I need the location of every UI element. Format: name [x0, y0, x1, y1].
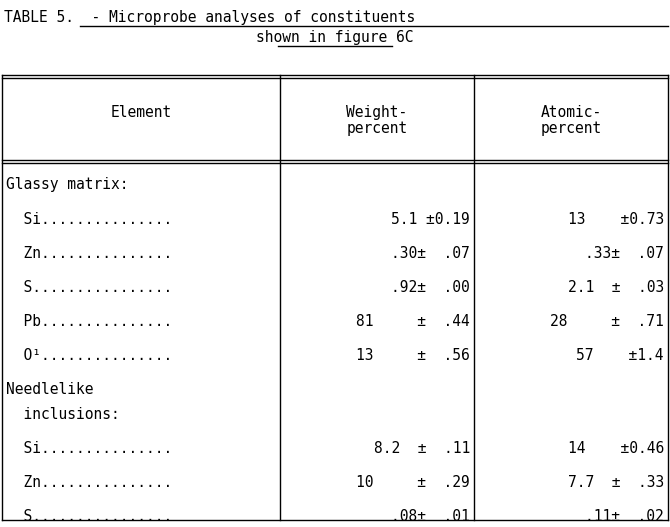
- Text: shown in figure 6C: shown in figure 6C: [256, 30, 414, 45]
- Text: 2.1  ±  .03: 2.1 ± .03: [567, 279, 664, 295]
- Text: TABLE 5.  - Microprobe analyses of constituents: TABLE 5. - Microprobe analyses of consti…: [4, 10, 415, 25]
- Text: .33±  .07: .33± .07: [550, 246, 664, 260]
- Text: .30±  .07: .30± .07: [356, 246, 470, 260]
- Text: S................: S................: [6, 509, 172, 524]
- Text: Zn...............: Zn...............: [6, 475, 172, 490]
- Text: Zn...............: Zn...............: [6, 246, 172, 260]
- Text: Element: Element: [111, 105, 172, 120]
- Text: Weight-: Weight-: [346, 105, 407, 120]
- Text: Needlelike: Needlelike: [6, 382, 94, 396]
- Text: .08±  .01: .08± .01: [356, 509, 470, 524]
- Text: S................: S................: [6, 279, 172, 295]
- Text: Pb...............: Pb...............: [6, 314, 172, 328]
- Text: Glassy matrix:: Glassy matrix:: [6, 178, 129, 192]
- Text: 81     ±  .44: 81 ± .44: [356, 314, 470, 328]
- Text: 57    ±1.4: 57 ±1.4: [576, 347, 664, 363]
- Text: 13     ±  .56: 13 ± .56: [356, 347, 470, 363]
- Text: 5.1 ±0.19: 5.1 ±0.19: [391, 211, 470, 227]
- Text: 7.7  ±  .33: 7.7 ± .33: [567, 475, 664, 490]
- Text: 13    ±0.73: 13 ±0.73: [567, 211, 664, 227]
- Text: 28     ±  .71: 28 ± .71: [550, 314, 664, 328]
- Text: O¹...............: O¹...............: [6, 347, 172, 363]
- Text: 10     ±  .29: 10 ± .29: [356, 475, 470, 490]
- Text: percent: percent: [346, 121, 407, 136]
- Text: Si...............: Si...............: [6, 211, 172, 227]
- Text: percent: percent: [541, 121, 602, 136]
- Text: inclusions:: inclusions:: [6, 407, 120, 422]
- Text: Atomic-: Atomic-: [541, 105, 602, 120]
- Text: 8.2  ±  .11: 8.2 ± .11: [374, 441, 470, 456]
- Text: .92±  .00: .92± .00: [356, 279, 470, 295]
- Text: 14    ±0.46: 14 ±0.46: [567, 441, 664, 456]
- Text: .11±  .02: .11± .02: [550, 509, 664, 524]
- Text: Si...............: Si...............: [6, 441, 172, 456]
